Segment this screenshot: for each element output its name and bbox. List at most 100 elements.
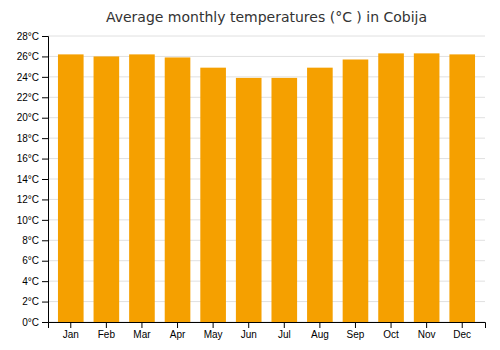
bar [271, 78, 297, 322]
tick-label: Nov [418, 329, 436, 340]
bar [449, 54, 475, 322]
tick-mark [42, 138, 48, 139]
tick-mark [319, 322, 320, 328]
bars [58, 53, 475, 322]
tick: Aug [311, 322, 329, 340]
tick: May [204, 322, 223, 340]
tick-mark [42, 118, 48, 119]
tick: 0°C [22, 317, 48, 328]
tick-mark [42, 281, 48, 282]
bar [307, 68, 333, 322]
grid-line [48, 36, 485, 37]
tick: 20°C [17, 112, 48, 123]
tick-label: 26°C [17, 51, 39, 62]
tick-mark [177, 322, 178, 328]
tick-label: May [204, 329, 223, 340]
tick: Jun [241, 322, 257, 340]
bar [236, 78, 262, 322]
tick: Oct [383, 322, 399, 340]
x-axis: Jan Feb Mar Apr May Jun Jul Aug Sep Oct Nov Dec [49, 322, 486, 340]
tick-mark [213, 322, 214, 328]
tick-mark [42, 220, 48, 221]
tick-label: 4°C [22, 276, 39, 287]
tick-label: 24°C [17, 72, 39, 83]
chart: 0°C 2°C 4°C 6°C 8°C 10°C 12°C 14°C 16°C 18°C 20°C 2… [0, 0, 500, 350]
tick-mark [42, 261, 48, 262]
tick-label: 22°C [17, 92, 39, 103]
tick: Jul [278, 322, 291, 340]
title: Average monthly temperatures (°C ) in Co… [106, 9, 427, 25]
axis-line [49, 323, 486, 329]
tick-label: 16°C [17, 153, 39, 164]
tick-label: 2°C [22, 296, 39, 307]
tick-label: Oct [383, 329, 399, 340]
tick-label: 14°C [17, 174, 39, 185]
grid [48, 36, 485, 322]
tick: 28°C [17, 31, 48, 42]
tick-mark [141, 322, 142, 328]
tick: 2°C [22, 296, 48, 307]
tick: Mar [133, 322, 151, 340]
bar [343, 59, 369, 322]
tick-label: Feb [98, 329, 116, 340]
tick: 10°C [17, 215, 48, 226]
tick-label: Apr [170, 329, 186, 340]
tick: 12°C [17, 194, 48, 205]
tick-label: 10°C [17, 215, 39, 226]
tick: Feb [98, 322, 116, 340]
tick-label: 18°C [17, 133, 39, 144]
tick-label: Jun [241, 329, 257, 340]
tick: 8°C [22, 235, 48, 246]
tick: 26°C [17, 51, 48, 62]
tick-mark [70, 322, 71, 328]
tick-label: Mar [133, 329, 151, 340]
tick-label: 28°C [17, 31, 39, 42]
tick: Apr [170, 322, 186, 340]
tick: 22°C [17, 92, 48, 103]
tick: Nov [418, 322, 436, 340]
tick: 6°C [22, 255, 48, 266]
tick-label: 8°C [22, 235, 39, 246]
tick-label: Jan [63, 329, 79, 340]
tick-mark [284, 322, 285, 328]
tick: 14°C [17, 174, 48, 185]
tick: Sep [347, 322, 365, 340]
axis-line [42, 37, 49, 323]
tick-mark [462, 322, 463, 328]
tick-mark [42, 77, 48, 78]
tick: 24°C [17, 72, 48, 83]
tick: Dec [453, 322, 471, 340]
tick: Jan [63, 322, 79, 340]
tick-mark [42, 36, 48, 37]
tick-label: 6°C [22, 255, 39, 266]
tick-label: Aug [311, 329, 329, 340]
tick-label: 12°C [17, 194, 39, 205]
tick-label: Dec [453, 329, 471, 340]
tick-label: Sep [347, 329, 365, 340]
bar [58, 54, 84, 322]
tick-mark [426, 322, 427, 328]
tick: 16°C [17, 153, 48, 164]
bar [200, 68, 226, 322]
bar [165, 57, 191, 322]
tick-mark [42, 199, 48, 200]
tick-mark [42, 56, 48, 57]
y-axis: 0°C 2°C 4°C 6°C 8°C 10°C 12°C 14°C 16°C 18°C 20°C 2… [17, 31, 49, 328]
bar [414, 53, 440, 322]
tick-label: Jul [278, 329, 291, 340]
tick: 18°C [17, 133, 48, 144]
tick-mark [42, 302, 48, 303]
tick-mark [42, 97, 48, 98]
tick-mark [248, 322, 249, 328]
tick-mark [42, 159, 48, 160]
tick-label: 20°C [17, 112, 39, 123]
tick-mark [42, 240, 48, 241]
tick-label: 0°C [22, 317, 39, 328]
bar [129, 54, 155, 322]
tick-mark [106, 322, 107, 328]
tick-mark [42, 179, 48, 180]
tick-mark [391, 322, 392, 328]
plot: 0°C 2°C 4°C 6°C 8°C 10°C 12°C 14°C 16°C 18°C 20°C 2… [17, 31, 486, 340]
tick-mark [42, 322, 48, 323]
bar [94, 56, 120, 322]
